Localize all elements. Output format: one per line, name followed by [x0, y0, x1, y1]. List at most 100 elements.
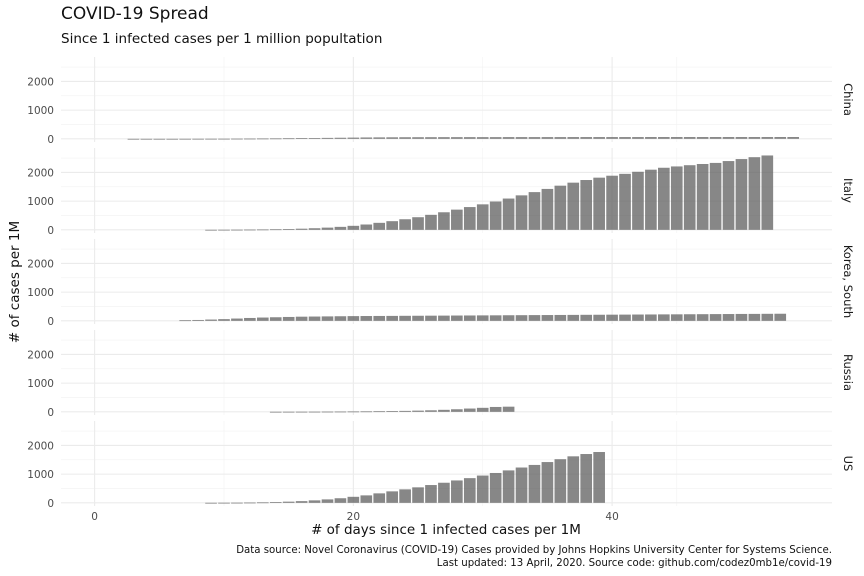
bar	[554, 314, 567, 321]
y-axis-label: # of cases per 1M	[7, 221, 23, 343]
bar	[528, 315, 541, 321]
bar	[166, 138, 179, 140]
bar	[256, 502, 269, 504]
bar	[748, 137, 761, 139]
bar	[670, 166, 683, 230]
bar	[269, 138, 282, 140]
bar	[295, 501, 308, 503]
bar	[412, 410, 424, 412]
bar	[308, 316, 321, 321]
bar	[425, 214, 437, 230]
bar	[463, 137, 476, 139]
bar	[735, 137, 748, 139]
bar	[179, 138, 192, 140]
bar	[541, 315, 554, 321]
bar	[334, 226, 347, 230]
bar	[580, 180, 593, 230]
bar	[451, 409, 463, 412]
bar	[295, 138, 308, 139]
bar	[438, 315, 450, 321]
bar	[567, 314, 580, 321]
facet-russia: 0 1000 2000 Russia	[27, 330, 855, 419]
bar	[593, 137, 605, 139]
bar	[761, 155, 774, 230]
bar	[218, 229, 230, 231]
bar	[658, 137, 670, 139]
facet-label: Korea, South	[841, 245, 855, 318]
bar	[502, 198, 515, 230]
bar	[256, 317, 269, 321]
bar	[709, 137, 722, 139]
bar	[683, 137, 696, 139]
bar	[308, 228, 321, 230]
y-tick-label: 0	[47, 407, 54, 419]
bar	[658, 314, 670, 321]
bar	[205, 138, 217, 140]
bar	[386, 137, 398, 139]
bar	[334, 137, 347, 139]
bar	[593, 177, 605, 230]
bar	[425, 315, 437, 321]
x-axis-label: # of days since 1 infected cases per 1M	[311, 522, 581, 538]
bar	[282, 229, 295, 230]
bar	[696, 137, 709, 139]
bar	[683, 165, 696, 230]
bar	[360, 316, 373, 321]
bar	[632, 171, 644, 230]
bar	[399, 489, 411, 503]
bar	[205, 319, 217, 321]
bar	[425, 137, 437, 139]
bar	[295, 228, 308, 230]
bar	[412, 217, 424, 230]
bar	[386, 221, 398, 230]
bar	[179, 320, 192, 322]
bar	[231, 502, 243, 504]
bar	[373, 493, 386, 503]
bar	[334, 498, 347, 503]
x-tick-label: 40	[605, 511, 618, 523]
bar	[451, 480, 463, 503]
y-tick-label: 2000	[27, 258, 54, 270]
bar	[567, 137, 580, 139]
bar	[696, 314, 709, 321]
y-tick-label: 0	[47, 134, 54, 146]
bar	[489, 315, 502, 321]
y-tick-label: 0	[47, 498, 54, 510]
bar	[451, 315, 463, 321]
bar	[308, 500, 321, 503]
bar	[528, 137, 541, 139]
bar	[619, 137, 631, 139]
bar	[580, 314, 593, 321]
bar	[334, 411, 347, 413]
bar	[722, 137, 735, 139]
bar	[632, 314, 644, 321]
x-tick-label: 20	[347, 511, 360, 523]
bar	[476, 315, 489, 321]
bar	[412, 315, 424, 321]
bar	[606, 137, 618, 139]
bar	[412, 137, 424, 139]
bar	[256, 138, 269, 140]
facet-us: 0 1000 2000 US 0 20 40	[27, 421, 855, 523]
chart-subtitle: Since 1 infected cases per 1 million pop…	[61, 31, 383, 47]
bar	[748, 157, 761, 230]
bar	[347, 225, 360, 230]
bar	[670, 314, 683, 321]
bar	[256, 229, 269, 231]
bar	[321, 137, 334, 139]
bar	[282, 316, 295, 321]
bar	[425, 485, 437, 503]
bar	[192, 138, 204, 140]
bar	[347, 496, 360, 503]
bar	[489, 406, 502, 412]
bar	[399, 219, 411, 230]
y-tick-label: 0	[47, 316, 54, 328]
bar	[709, 314, 722, 321]
bar	[502, 470, 515, 503]
bar	[386, 315, 398, 321]
bar	[373, 315, 386, 321]
y-tick-label: 2000	[27, 349, 54, 361]
bar	[502, 406, 515, 412]
facet-label: Italy	[841, 178, 855, 203]
